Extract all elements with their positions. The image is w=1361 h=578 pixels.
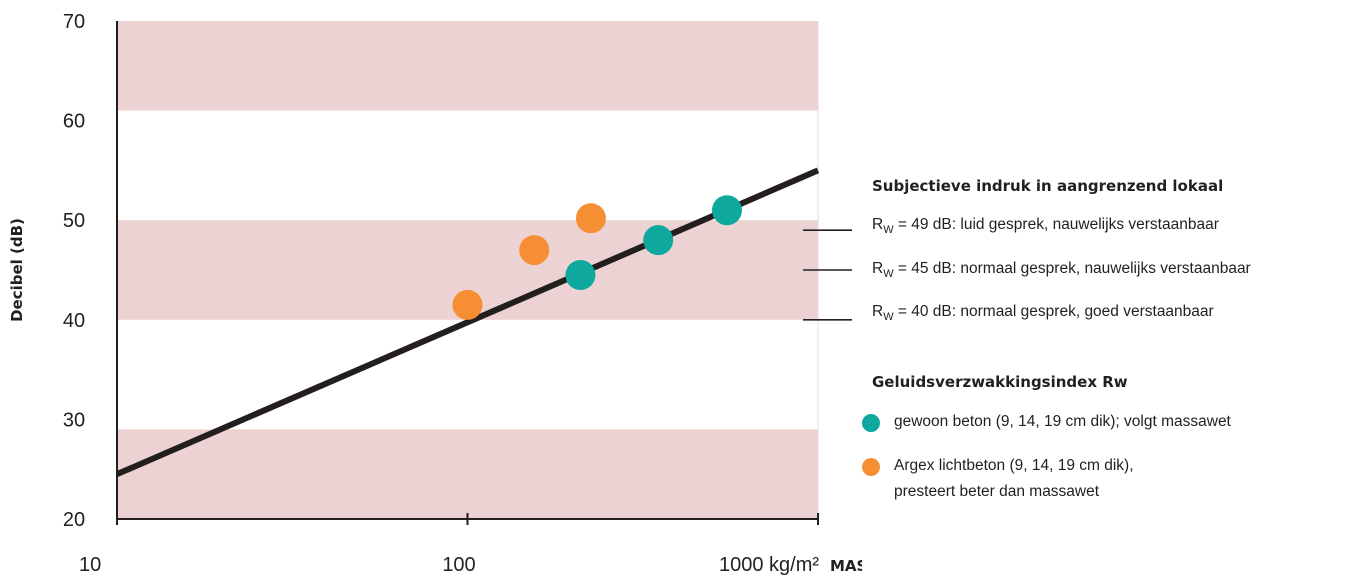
data-point-0-2 [711, 195, 742, 226]
data-point-0-0 [565, 259, 596, 290]
mass-law-line [115, 167, 820, 477]
impression-49: RW = 49 dB: luid gesprek, nauwelijks ver… [872, 216, 1219, 236]
teal-dot-icon [862, 414, 880, 432]
impression-symbol: R [872, 260, 884, 277]
y-tick-label-70: 70 [63, 11, 85, 33]
legend-label: Argex lichtbeton (9, 14, 19 cm dik), [894, 457, 1134, 474]
x-axis-title: MASSA (enkelvoudige volle wand) [830, 557, 862, 575]
impression-subscript: W [883, 268, 894, 281]
x-tick-label-2: 1000 kg/m² [719, 554, 819, 576]
y-tick-label-30: 30 [63, 409, 85, 431]
band-0 [117, 429, 818, 519]
y-tick-label-40: 40 [63, 310, 85, 332]
data-point-1-2 [575, 203, 606, 234]
side-panel: Subjectieve indruk in aangrenzend lokaal… [862, 0, 1357, 578]
y-axis-title: Decibel (dB) [8, 218, 26, 322]
impression-45: RW = 45 dB: normaal gesprek, nauwelijks … [872, 260, 1251, 280]
chart: 20 30 40 50 60 70 10 100 1000 kg/m² MASSA (enkelv… [8, 11, 862, 576]
y-tick-label-50: 50 [63, 210, 85, 232]
orange-dot-icon [862, 458, 880, 476]
y-tick-label-60: 60 [63, 111, 85, 133]
data-point-0-1 [643, 225, 674, 256]
impression-40: RW = 40 dB: normaal gesprek, goed versta… [872, 303, 1214, 323]
legend-label: gewoon beton (9, 14, 19 cm dik); volgt m… [894, 413, 1231, 430]
legend-label-line2: presteert beter dan massawet [894, 483, 1100, 500]
impression-symbol: R [872, 216, 884, 233]
impression-text: = 40 dB: normaal gesprek, goed verstaanb… [893, 303, 1214, 320]
impression-text: = 45 dB: normaal gesprek, nauwelijks ver… [893, 260, 1251, 277]
x-tick-label-1: 100 [442, 554, 475, 576]
data-point-1-1 [519, 235, 550, 266]
impression-subscript: W [883, 311, 894, 324]
legend-heading: Geluidsverzwakkingsindex Rw [872, 373, 1128, 391]
impression-subscript: W [883, 224, 894, 237]
impressions-heading: Subjectieve indruk in aangrenzend lokaal [872, 177, 1224, 195]
impression-text: = 49 dB: luid gesprek, nauwelijks versta… [893, 216, 1219, 233]
data-point-1-0 [452, 289, 483, 320]
band-2 [117, 21, 818, 111]
y-tick-label-20: 20 [63, 509, 85, 531]
impression-symbol: R [872, 303, 884, 320]
x-tick-label-0: 10 [79, 554, 101, 576]
